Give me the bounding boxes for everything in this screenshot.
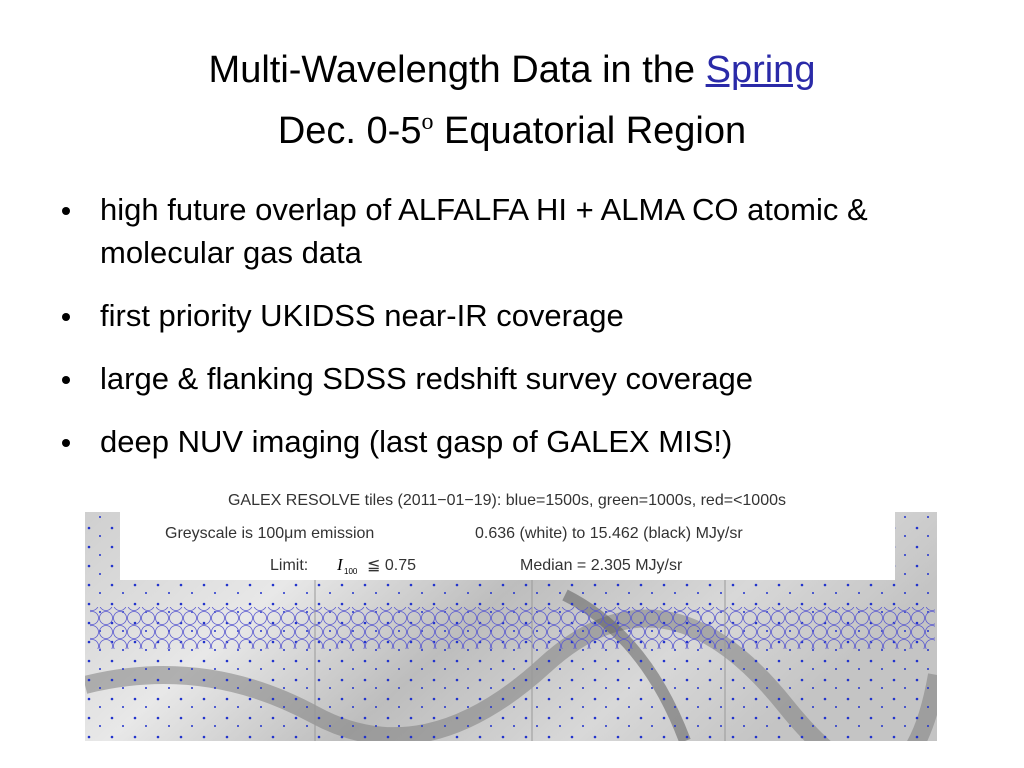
caption-subscript: 100 xyxy=(344,567,358,576)
title-text: Multi-Wavelength Data in the xyxy=(208,49,696,91)
survey-figure: GALEX RESOLVE tiles (2011−01−19): blue=1… xyxy=(85,485,937,741)
caption: GALEX RESOLVE tiles (2011−01−19): blue=1… xyxy=(228,492,786,509)
bullet-dot xyxy=(62,376,70,384)
bullet: high future overlap of ALFALFA HI + ALMA… xyxy=(60,188,950,274)
caption: Median = 2.305 MJy/sr xyxy=(520,557,683,574)
title-link[interactable]: Spring xyxy=(705,49,816,91)
title-line-1: Multi-Wavelength Data in the Spring xyxy=(0,44,1024,96)
caption-box xyxy=(120,485,895,580)
bullet-text: deep NUV imaging (last gasp of GALEX MIS… xyxy=(100,424,733,459)
caption: ≦ 0.75 xyxy=(367,557,416,574)
caption: Limit: xyxy=(270,557,308,574)
bullet-text: first priority UKIDSS near-IR coverage xyxy=(100,298,624,333)
bullet: first priority UKIDSS near-IR coverage xyxy=(60,294,950,337)
bullet-dot xyxy=(62,207,70,215)
bullet-dot xyxy=(62,439,70,447)
bullet: deep NUV imaging (last gasp of GALEX MIS… xyxy=(60,420,950,463)
title-text: Equatorial Region xyxy=(444,110,747,152)
bullet-list: high future overlap of ALFALFA HI + ALMA… xyxy=(60,188,950,483)
tile-strip xyxy=(90,607,935,649)
caption: Greyscale is 100μm emission xyxy=(165,525,374,542)
bullet-text: high future overlap of ALFALFA HI + ALMA… xyxy=(100,192,868,270)
bullet-text: large & flanking SDSS redshift survey co… xyxy=(100,361,754,396)
degree-sign: o xyxy=(421,109,434,135)
title-text: Dec. 0-5 xyxy=(277,110,422,152)
slide-title: Multi-Wavelength Data in the Spring Dec.… xyxy=(0,44,1024,157)
bullet: large & flanking SDSS redshift survey co… xyxy=(60,357,950,400)
title-line-2: Dec. 0-5o Equatorial Region xyxy=(0,96,1024,157)
bullet-dot xyxy=(62,313,70,321)
caption-symbol: I xyxy=(336,555,344,574)
caption: 0.636 (white) to 15.462 (black) MJy/sr xyxy=(475,525,743,542)
